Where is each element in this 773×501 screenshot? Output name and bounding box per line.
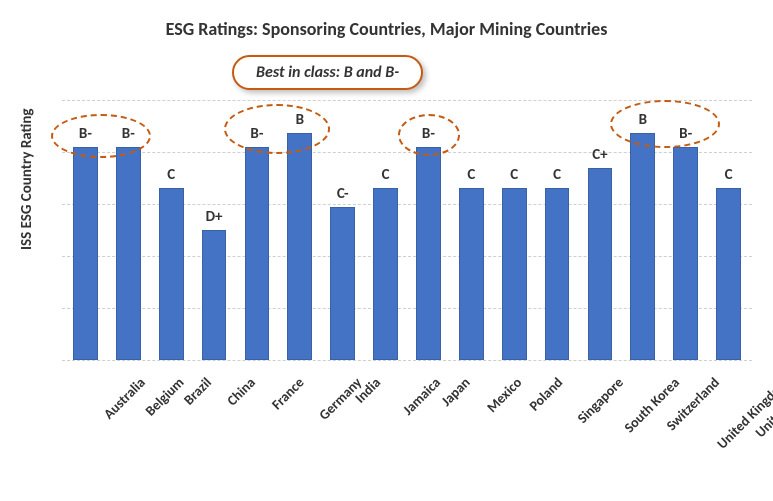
bar-slot: C [536, 100, 579, 360]
x-category: India [321, 360, 364, 490]
bar-value-label: C [382, 166, 390, 184]
plot-area: B- B- C D+ B- B C- C B- C C C C+ B B- C [62, 100, 752, 360]
bar [159, 188, 184, 360]
bar-value-label: B- [422, 125, 435, 143]
bar-slot: C [150, 100, 193, 360]
bar-slot: D+ [193, 100, 236, 360]
x-category: Jamaica [364, 360, 407, 490]
bar [459, 188, 484, 360]
bar-value-label: C [553, 166, 561, 184]
bar-value-label: C [725, 166, 733, 184]
bar-slot: C- [321, 100, 364, 360]
bar-value-label: B- [679, 125, 692, 143]
bar [73, 147, 98, 360]
x-category: United Kingdom [664, 360, 707, 490]
bar-value-label: C [510, 166, 518, 184]
bar-slot: C [707, 100, 750, 360]
x-category: China [193, 360, 236, 490]
bar [588, 168, 613, 360]
bar-slot: B- [107, 100, 150, 360]
x-category: Brazil [150, 360, 193, 490]
bar-value-label: B- [122, 125, 135, 143]
bar-slot: C [493, 100, 536, 360]
x-category: Mexico [450, 360, 493, 490]
x-category: Belgium [107, 360, 150, 490]
x-category: Germany [278, 360, 321, 490]
bar-slot: B- [236, 100, 279, 360]
bar-slot: B- [664, 100, 707, 360]
bar-slot: B [621, 100, 664, 360]
x-category: Singapore [536, 360, 579, 490]
bar [630, 133, 655, 361]
x-category: United States [707, 360, 750, 490]
chart-title: ESG Ratings: Sponsoring Countries, Major… [0, 0, 773, 40]
x-category: Australia [64, 360, 107, 490]
bar [330, 207, 355, 360]
bar-value-label: C [467, 166, 475, 184]
bar [502, 188, 527, 360]
bar-value-label: D+ [206, 208, 223, 226]
bar [545, 188, 570, 360]
bar-value-label: B- [250, 125, 263, 143]
bar [716, 188, 741, 360]
bar-value-label: B [296, 111, 304, 129]
bar [673, 147, 698, 360]
bar [245, 147, 270, 360]
bar [416, 147, 441, 360]
bar-slot: C [364, 100, 407, 360]
bar-value-label: B [639, 111, 647, 129]
bar [287, 133, 312, 361]
bar-value-label: C+ [592, 146, 607, 164]
callout-best-in-class: Best in class: B and B- [232, 55, 423, 90]
bar-slot: C [450, 100, 493, 360]
bar [373, 188, 398, 360]
bar-slot: C+ [579, 100, 622, 360]
x-axis: AustraliaBelgiumBrazilChinaFranceGermany… [62, 360, 752, 490]
bar [202, 230, 227, 360]
bar-value-label: B- [79, 125, 92, 143]
bar-value-label: C- [337, 185, 349, 203]
bar [116, 147, 141, 360]
bars-container: B- B- C D+ B- B C- C B- C C C C+ B B- C [62, 100, 752, 360]
bar-slot: B [278, 100, 321, 360]
x-category: Switzerland [621, 360, 664, 490]
bar-slot: B- [407, 100, 450, 360]
x-category: Japan [407, 360, 450, 490]
x-category: France [236, 360, 279, 490]
bar-value-label: C [167, 166, 175, 184]
y-axis-label: ISS ESG Country Rating [18, 109, 36, 251]
x-category: Poland [493, 360, 536, 490]
bar-slot: B- [64, 100, 107, 360]
x-category: South Korea [579, 360, 622, 490]
